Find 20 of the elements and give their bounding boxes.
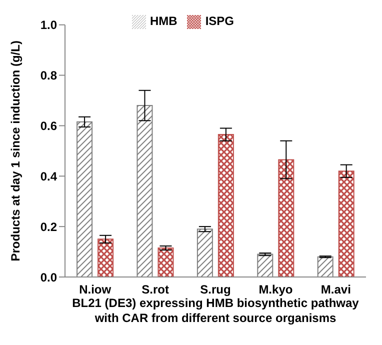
- y-tick-label: 1.0: [40, 18, 58, 32]
- x-tick-label: N.iow: [79, 282, 112, 297]
- bar: [218, 134, 234, 277]
- y-tick-label: 0.4: [40, 169, 58, 184]
- x-tick-label: M.avi: [320, 282, 351, 297]
- bar: [158, 248, 174, 277]
- x-tick-label: S.rot: [142, 282, 169, 297]
- y-axis-title: Products at day 1 since induction (g/L): [8, 40, 22, 262]
- y-tick-label: 0.6: [40, 118, 58, 133]
- x-axis-title: BL21 (DE3) expressing HMB biosynthetic pathway with CAR from different source organisms: [72, 296, 360, 325]
- legend-label: ISPG: [205, 14, 234, 28]
- bar: [278, 159, 294, 277]
- y-tick-label: 0.0: [40, 270, 58, 284]
- y-tick-label: 0.2: [40, 220, 58, 234]
- x-tick-label: S.rug: [200, 282, 231, 297]
- legend-label: HMB: [150, 14, 178, 28]
- y-tick-label: 0.8: [40, 68, 58, 83]
- bar: [98, 238, 114, 277]
- x-tick-label: M.kyo: [258, 282, 293, 297]
- bar: [338, 170, 354, 277]
